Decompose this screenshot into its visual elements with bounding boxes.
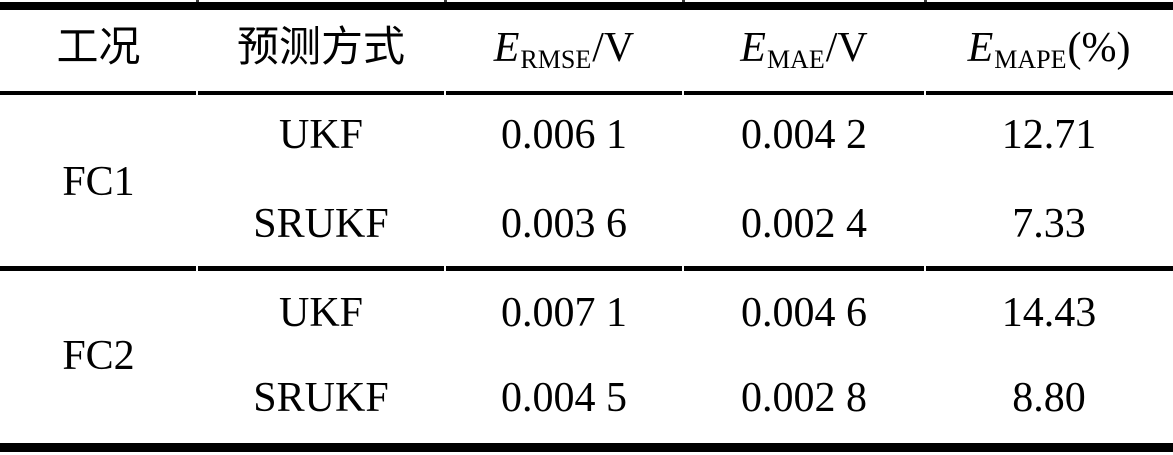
mae-subscript: MAE (766, 45, 825, 74)
rmse-symbol: E (493, 25, 520, 71)
cell-rmse: 0.003 6 (501, 201, 627, 247)
condition-label-fc1: FC1 (62, 159, 135, 205)
cell-mae: 0.002 8 (741, 375, 867, 421)
cell-method: SRUKF (253, 375, 389, 421)
cell-mape: 12.71 (1001, 112, 1097, 158)
header-mae: EMAE/V (683, 23, 925, 73)
header-rmse: ERMSE/V (445, 23, 683, 73)
rmse-unit: /V (592, 25, 635, 71)
condition-label-fc2: FC2 (62, 333, 135, 379)
table-bottom-border (0, 443, 1173, 452)
mape-symbol: E (967, 25, 994, 71)
rmse-subscript: RMSE (520, 45, 592, 74)
cell-rmse: 0.006 1 (501, 112, 627, 158)
header-divider (0, 91, 1173, 95)
mae-unit: /V (825, 25, 868, 71)
mape-unit: (%) (1067, 25, 1131, 71)
mape-subscript: MAPE (994, 45, 1067, 74)
group-divider (0, 266, 1173, 271)
cell-mape: 7.33 (1012, 201, 1086, 247)
header-condition: 工况 (56, 25, 141, 71)
cell-method: UKF (278, 290, 364, 336)
cell-mae: 0.004 2 (741, 112, 867, 158)
table-top-border (0, 2, 1173, 10)
cell-mape: 8.80 (1012, 375, 1086, 421)
cell-method: UKF (278, 112, 364, 158)
header-mape: EMAPE(%) (925, 23, 1173, 73)
cell-rmse: 0.007 1 (501, 290, 627, 336)
cell-method: SRUKF (253, 201, 389, 247)
header-method: 预测方式 (236, 25, 405, 71)
cell-mape: 14.43 (1001, 290, 1097, 336)
mae-symbol: E (740, 25, 766, 71)
cell-mae: 0.002 4 (741, 201, 867, 247)
cell-mae: 0.004 6 (741, 290, 867, 336)
cell-rmse: 0.004 5 (501, 375, 627, 421)
